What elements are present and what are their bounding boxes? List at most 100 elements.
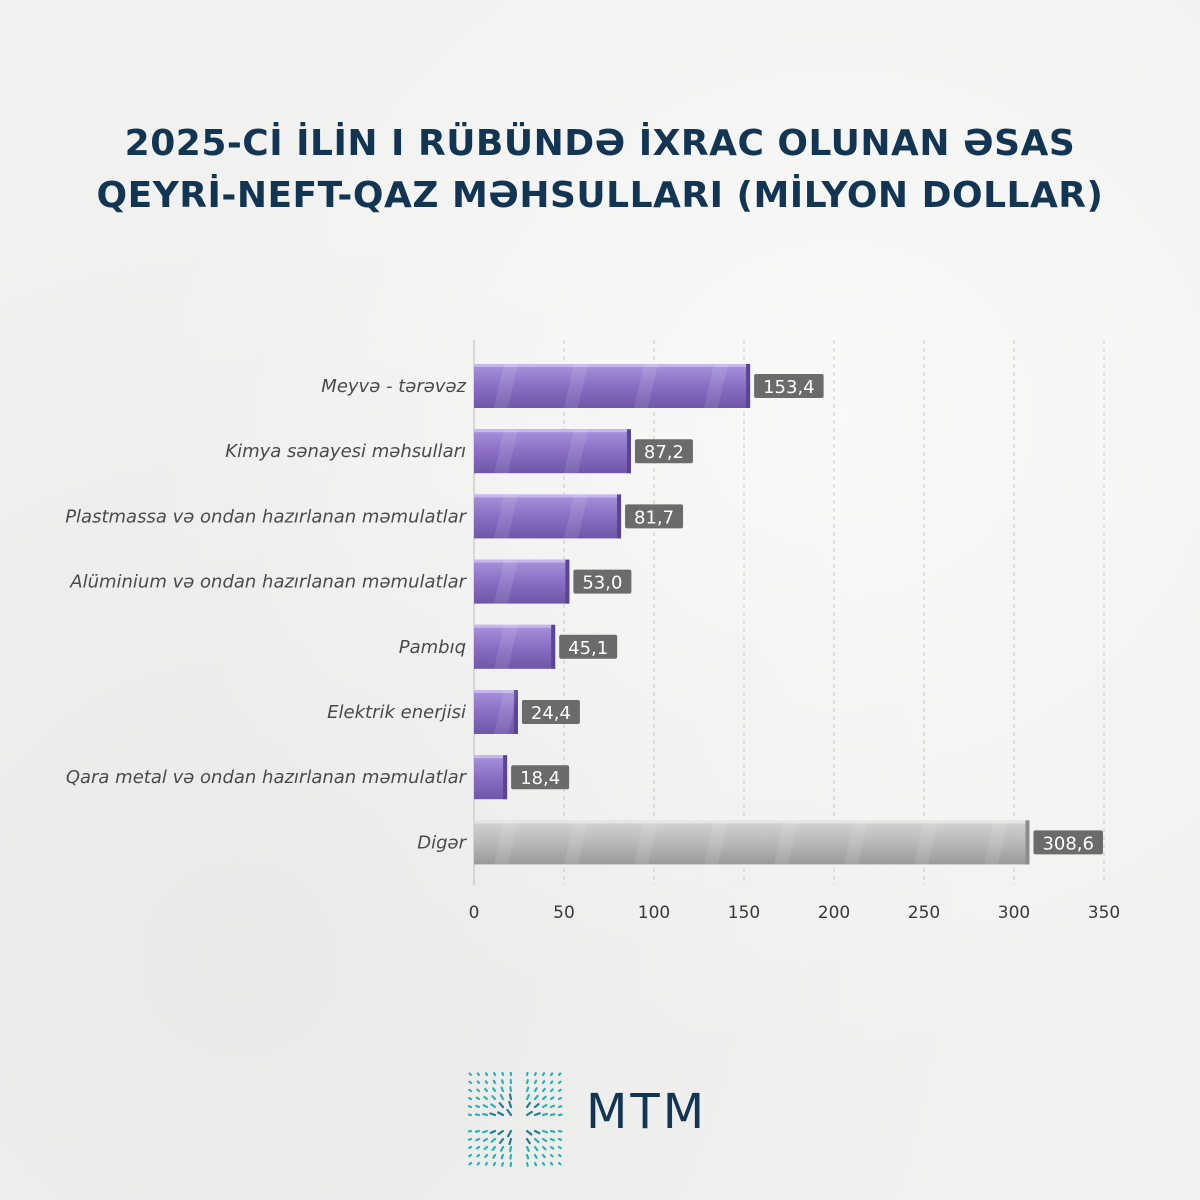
bar-streak (494, 364, 518, 408)
logo-dot (500, 1079, 505, 1085)
logo-dot (475, 1137, 481, 1142)
logo-dot (549, 1113, 556, 1117)
bar-group: 308,6 (474, 820, 1103, 865)
value-label-box (754, 374, 824, 398)
logo-dot (525, 1137, 531, 1145)
logo-dot (525, 1093, 531, 1101)
logo-dot (468, 1145, 473, 1150)
logo-dot (476, 1153, 481, 1158)
logo-dot (484, 1161, 489, 1166)
chart-title-line-2: QEYRİ-NEFT-QAZ MƏHSULLARI (MİLYON DOLLAR… (96, 175, 1104, 216)
logo-dot (500, 1086, 505, 1093)
bars: 153,4 87,2 81,7 53,0 45,1 24,4 18,4 308,6 (474, 364, 1103, 865)
value-label: 81,7 (634, 507, 674, 528)
logo-dot (481, 1112, 489, 1117)
logo-dot (533, 1137, 540, 1144)
category-label: Plastmassa və ondan hazırlanan məmulatla… (65, 506, 467, 527)
bar-streak (564, 364, 588, 408)
value-label-box (521, 700, 580, 724)
value-label: 18,4 (520, 768, 560, 789)
bar (474, 755, 508, 800)
logo-dot (557, 1105, 563, 1109)
logo-dot (500, 1153, 505, 1160)
value-label: 308,6 (1042, 833, 1094, 854)
x-tick-label-300: 300 (998, 903, 1030, 923)
logo-dot (476, 1088, 481, 1093)
logo-dot (475, 1145, 481, 1150)
logo-dot (508, 1100, 513, 1109)
bar (474, 624, 556, 669)
bar-highlight (474, 559, 570, 563)
bar-edge (617, 494, 622, 539)
bar (474, 820, 1030, 865)
logo-dot (482, 1137, 489, 1142)
logo-dot (533, 1153, 538, 1159)
bar-streak (704, 364, 728, 408)
logo-dot (498, 1102, 505, 1109)
value-label: 45,1 (568, 638, 608, 659)
logo-dot (468, 1096, 473, 1101)
x-axis-ticks: 0 50 100 150 200 250 300 350 (469, 903, 1121, 923)
category-label: Kimya sənayesi məhsulları (225, 441, 466, 462)
bar-highlight (474, 494, 622, 498)
logo-dot (468, 1080, 473, 1085)
logo-dot (482, 1104, 489, 1109)
logo-dot (509, 1153, 513, 1160)
logo-dot (484, 1153, 489, 1159)
logo-dot (467, 1137, 473, 1141)
value-label: 24,4 (531, 703, 571, 724)
value-label-box (1033, 830, 1103, 855)
logo-dot (525, 1079, 529, 1085)
logo-dot (549, 1080, 554, 1085)
bar-highlight (474, 624, 556, 628)
logo-dot (557, 1088, 562, 1093)
logo-dot (541, 1153, 546, 1159)
bar-streak (494, 820, 518, 865)
bar (474, 690, 518, 734)
bar-group: 81,7 (474, 494, 684, 539)
bar-group: 24,4 (474, 690, 580, 734)
bar-edge (1025, 820, 1030, 865)
category-label: Alüminium və ondan hazırlanan məmulatlar (69, 572, 467, 593)
category-labels: Meyvə - tərəvəz Kimya sənayesi məhsulları… (65, 376, 467, 853)
logo-dot (474, 1113, 481, 1117)
logo-dot (491, 1095, 497, 1101)
logo-dot (498, 1137, 505, 1144)
bar-highlight (474, 690, 518, 693)
value-label-box (511, 765, 570, 790)
logo-dot (557, 1137, 563, 1141)
logo-dot (507, 1129, 513, 1138)
category-label: Elektrik enerjisi (327, 702, 466, 723)
x-tick-label-350: 350 (1088, 903, 1120, 923)
bar-edge (746, 364, 751, 408)
logo-dot (499, 1094, 505, 1101)
grid-lines (473, 340, 1105, 885)
x-tick-label-200: 200 (818, 903, 850, 923)
category-label: Pambıq (399, 637, 466, 658)
logo-dot (506, 1108, 513, 1117)
value-label: 53,0 (582, 573, 622, 594)
logo-dot (541, 1161, 546, 1166)
bar-streak (914, 820, 938, 865)
logo-dot (474, 1129, 481, 1133)
bar (474, 429, 631, 474)
bar-group: 45,1 (474, 624, 618, 669)
bar-edge (626, 429, 631, 474)
logo-dot (533, 1129, 541, 1135)
logo-dot (491, 1145, 497, 1151)
logo-dot (525, 1101, 532, 1109)
logo-dot (482, 1129, 489, 1134)
logo-dot (557, 1129, 563, 1133)
x-tick-label-50: 50 (553, 903, 575, 923)
bar-streak (564, 494, 588, 539)
logo-dot (493, 1072, 497, 1077)
logo-dot (476, 1072, 481, 1077)
category-label: Qara metal və ondan hazırlanan məmulatla… (66, 767, 468, 788)
logo-dot (557, 1096, 562, 1101)
value-label-box (625, 504, 684, 529)
bar-streak (564, 820, 588, 865)
bar-streak (844, 820, 868, 865)
mtm-logo: MTM (467, 1071, 738, 1172)
logo-dot (484, 1072, 489, 1077)
